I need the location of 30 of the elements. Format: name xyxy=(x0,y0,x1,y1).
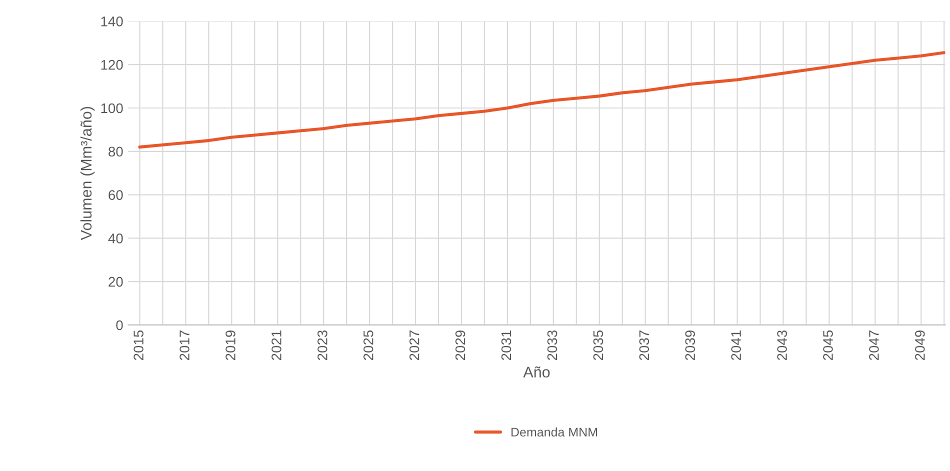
x-tick-label: 2047 xyxy=(869,330,879,360)
legend-label: Demanda MNM xyxy=(512,427,597,437)
x-tick-label: 2021 xyxy=(272,330,282,360)
x-tick-label: 2039 xyxy=(685,330,696,360)
y-tick-label: 20 xyxy=(108,276,123,287)
x-axis-title: Año xyxy=(523,366,550,378)
y-axis-title: Volumen (Mm³/año) xyxy=(80,106,95,240)
x-tick-label: 2029 xyxy=(455,330,466,360)
line-series xyxy=(138,51,946,149)
x-tick-label: 2035 xyxy=(593,330,604,360)
x-tick-label: 2049 xyxy=(915,330,925,360)
x-tick-label: 2015 xyxy=(134,330,144,360)
x-tick-label: 2031 xyxy=(501,330,512,360)
y-tick-label: 140 xyxy=(101,16,123,26)
y-tick-label: 100 xyxy=(101,103,123,114)
x-tick-label: 2019 xyxy=(226,330,236,360)
y-tick-label: 60 xyxy=(108,190,123,200)
x-tick-label: 2033 xyxy=(547,330,558,360)
x-tick-label: 2017 xyxy=(180,330,190,360)
x-tick-label: 2037 xyxy=(639,330,650,360)
y-tick-label: 40 xyxy=(108,234,123,244)
x-tick-label: 2045 xyxy=(823,330,833,360)
x-tick-label: 2027 xyxy=(409,330,420,360)
y-tick-label: 80 xyxy=(108,146,123,157)
x-tick-label: 2023 xyxy=(317,330,328,360)
y-tick-label: 0 xyxy=(116,320,123,330)
x-tick-label: 2041 xyxy=(731,330,741,360)
x-tick-label: 2025 xyxy=(363,330,374,360)
x-tick-label: 2043 xyxy=(777,330,787,360)
y-tick-label: 120 xyxy=(101,60,123,70)
